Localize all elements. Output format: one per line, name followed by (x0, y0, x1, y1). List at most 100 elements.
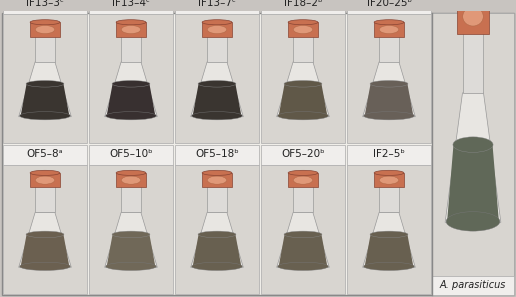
Ellipse shape (293, 26, 313, 34)
Text: IF13–7ᶜ: IF13–7ᶜ (198, 0, 236, 8)
Bar (374, 173, 404, 187)
Ellipse shape (379, 26, 399, 34)
Polygon shape (277, 62, 329, 117)
Bar (432, 13, 514, 295)
Bar (379, 186, 399, 212)
Ellipse shape (379, 176, 399, 184)
Ellipse shape (198, 231, 236, 238)
Ellipse shape (30, 20, 60, 25)
Ellipse shape (364, 262, 414, 271)
Bar (202, 22, 232, 37)
Bar (261, 165, 345, 294)
Ellipse shape (284, 231, 322, 238)
Bar (89, 14, 173, 143)
Bar (121, 186, 141, 212)
Ellipse shape (457, 0, 489, 5)
Ellipse shape (374, 170, 404, 176)
Ellipse shape (284, 80, 322, 87)
Ellipse shape (288, 20, 318, 25)
Ellipse shape (35, 26, 55, 34)
Ellipse shape (374, 20, 404, 25)
Ellipse shape (191, 262, 243, 271)
Ellipse shape (364, 112, 414, 120)
Ellipse shape (202, 20, 232, 25)
Polygon shape (19, 62, 71, 117)
Bar (347, 0, 431, 14)
Bar (457, 0, 489, 34)
Ellipse shape (453, 137, 493, 152)
Ellipse shape (112, 80, 150, 87)
Polygon shape (365, 234, 413, 266)
Ellipse shape (463, 7, 483, 26)
Ellipse shape (106, 262, 156, 271)
Polygon shape (365, 84, 413, 116)
Ellipse shape (112, 231, 150, 238)
Ellipse shape (35, 176, 55, 184)
Ellipse shape (278, 112, 328, 120)
Bar (207, 35, 227, 62)
Ellipse shape (207, 26, 227, 34)
Bar (261, 14, 345, 143)
Bar (175, 0, 259, 14)
Polygon shape (21, 84, 69, 116)
Bar (347, 146, 431, 165)
Ellipse shape (370, 80, 408, 87)
Ellipse shape (116, 170, 146, 176)
Bar (121, 35, 141, 62)
Ellipse shape (202, 170, 232, 176)
Bar (261, 146, 345, 165)
Bar (293, 35, 313, 62)
Bar (3, 146, 87, 165)
Polygon shape (105, 212, 157, 267)
Bar (35, 35, 55, 62)
Polygon shape (445, 93, 501, 222)
Polygon shape (447, 145, 499, 221)
Ellipse shape (446, 212, 500, 231)
Bar (3, 0, 87, 14)
Bar (3, 14, 87, 143)
Text: IF2–5ᵇ: IF2–5ᵇ (373, 149, 405, 159)
Polygon shape (107, 234, 155, 266)
Text: IF13–4ᶜ: IF13–4ᶜ (112, 0, 150, 8)
Polygon shape (363, 212, 415, 267)
Polygon shape (21, 234, 69, 266)
Bar (288, 173, 318, 187)
Text: A. parasiticus: A. parasiticus (440, 280, 506, 290)
Bar (89, 165, 173, 294)
Bar (462, 30, 483, 93)
Bar (288, 22, 318, 37)
Polygon shape (363, 62, 415, 117)
Bar (116, 22, 146, 37)
Bar (347, 14, 431, 143)
Ellipse shape (121, 176, 141, 184)
Bar (202, 173, 232, 187)
Ellipse shape (207, 176, 227, 184)
Bar (207, 186, 227, 212)
Polygon shape (192, 234, 241, 266)
Ellipse shape (121, 26, 141, 34)
Polygon shape (191, 62, 244, 117)
Ellipse shape (293, 176, 313, 184)
Bar (379, 35, 399, 62)
Bar (30, 173, 60, 187)
Ellipse shape (278, 262, 328, 271)
Ellipse shape (26, 231, 64, 238)
Polygon shape (19, 212, 71, 267)
Ellipse shape (26, 80, 64, 87)
Text: IF20–25ᵇ: IF20–25ᵇ (366, 0, 411, 8)
Bar (35, 186, 55, 212)
Ellipse shape (288, 170, 318, 176)
Bar (30, 22, 60, 37)
Bar (175, 146, 259, 165)
Bar (89, 0, 173, 14)
Bar (3, 165, 87, 294)
Ellipse shape (198, 80, 236, 87)
Text: OF5–8ᵃ: OF5–8ᵃ (27, 149, 63, 159)
Bar (89, 146, 173, 165)
Bar (175, 14, 259, 143)
Ellipse shape (191, 112, 243, 120)
Ellipse shape (370, 231, 408, 238)
Polygon shape (277, 212, 329, 267)
Ellipse shape (116, 20, 146, 25)
Polygon shape (191, 212, 244, 267)
